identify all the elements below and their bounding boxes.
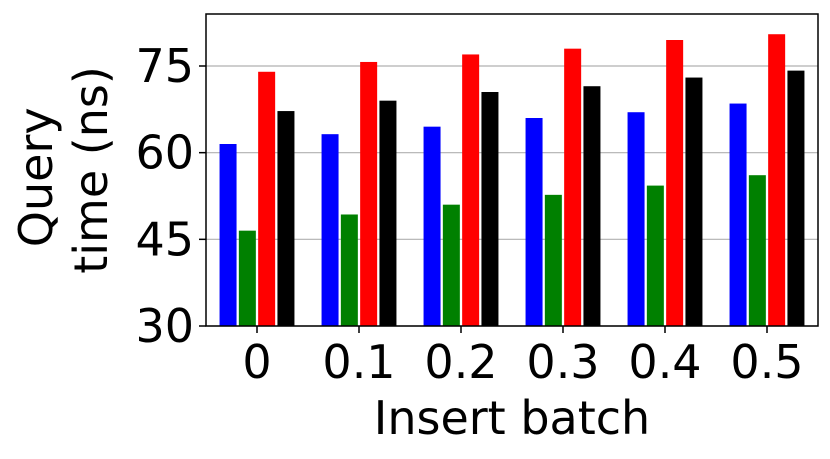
y-tick-label: 75: [135, 39, 194, 93]
gridlines: [206, 65, 818, 327]
y-tick-label: 60: [135, 126, 194, 180]
y-axis-label-line-2: time (ns): [64, 66, 118, 274]
bar-series-3-cat-0.3: [564, 48, 582, 327]
plot-frame: [205, 13, 819, 327]
bar-series-2-cat-0.1: [340, 214, 358, 326]
bar-series-2-cat-0.3: [544, 194, 562, 326]
bar-series-2-cat-0.5: [748, 175, 766, 326]
x-axis-label: Insert batch: [374, 391, 650, 445]
bar-series-1-cat-0.3: [525, 118, 543, 326]
bars: [219, 34, 805, 327]
bar-series-4-cat-0.1: [379, 100, 397, 327]
x-tick-label: 0.5: [730, 335, 803, 389]
bar-series-3-cat-0.1: [360, 61, 378, 326]
x-tick-label: 0.2: [424, 335, 497, 389]
bar-series-1-cat-0: [219, 144, 237, 326]
y-tick-label: 30: [135, 299, 194, 353]
bar-series-2-cat-0: [238, 230, 256, 326]
bar-series-2-cat-0.4: [646, 185, 664, 326]
y-axis-label: Query time (ns): [9, 66, 118, 274]
bar-series-4-cat-0.4: [685, 77, 703, 326]
bar-series-3-cat-0.4: [666, 40, 684, 326]
ticks: [199, 65, 768, 333]
bar-series-1-cat-0.4: [627, 112, 645, 326]
bar-series-2-cat-0.2: [442, 204, 460, 326]
x-tick-label: 0.4: [628, 335, 701, 389]
bar-series-4-cat-0.5: [787, 70, 805, 326]
bar-series-4-cat-0.3: [583, 86, 601, 326]
bar-series-3-cat-0.2: [462, 54, 480, 326]
tick-labels: 30 45 60 75 0 0.1 0.2 0.3 0.4 0.5: [135, 39, 803, 389]
x-tick-label: 0.1: [322, 335, 395, 389]
y-axis-label-line-1: Query: [9, 107, 63, 247]
y-tick-label: 45: [135, 212, 194, 266]
bar-series-1-cat-0.5: [729, 103, 747, 326]
bar-series-4-cat-0.2: [481, 92, 499, 326]
bar-series-3-cat-0: [258, 71, 276, 327]
x-tick-label: 0.3: [526, 335, 599, 389]
bar-series-1-cat-0.2: [423, 126, 441, 327]
bar-series-4-cat-0: [277, 111, 295, 326]
bar-series-3-cat-0.5: [768, 34, 786, 326]
bar-series-1-cat-0.1: [321, 134, 339, 326]
x-tick-label: 0: [242, 335, 271, 389]
